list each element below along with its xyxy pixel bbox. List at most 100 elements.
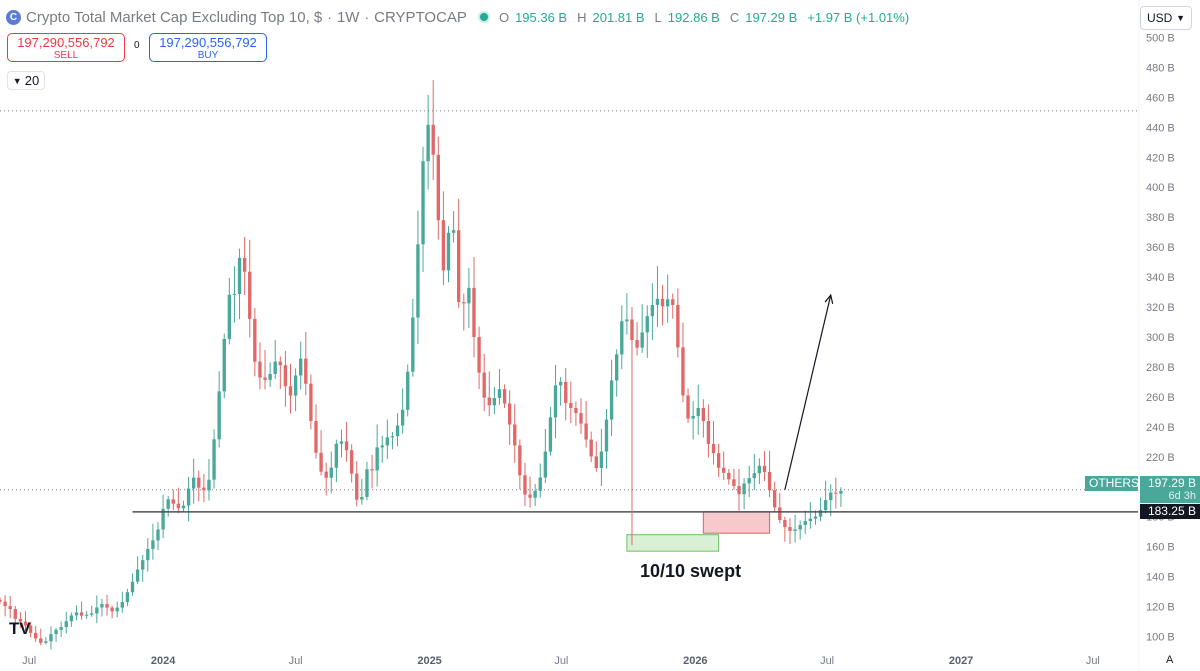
- sell-button[interactable]: 197,290,556,792 SELL: [7, 33, 125, 62]
- candle-down: [660, 298, 665, 307]
- y-tick-label: 100 B: [1146, 632, 1175, 644]
- symbol-title[interactable]: Crypto Total Market Cap Excluding Top 10…: [26, 8, 323, 26]
- candle-down: [681, 347, 685, 396]
- candle-down: [197, 477, 201, 488]
- candle-up: [207, 479, 211, 491]
- candle-up: [604, 419, 609, 452]
- candle-up: [339, 441, 344, 444]
- y-tick-label: 280 B: [1146, 362, 1175, 374]
- candle-down: [33, 632, 38, 639]
- candle-up: [538, 477, 542, 491]
- candle-down: [706, 421, 711, 444]
- candle-up: [665, 299, 670, 307]
- candle-up: [533, 490, 537, 498]
- candle-down: [248, 271, 252, 319]
- candle-up: [380, 445, 384, 448]
- candle-up: [390, 436, 395, 438]
- projection-arrow: [784, 294, 832, 490]
- indicator-toggle[interactable]: ▼ 20: [7, 71, 45, 90]
- high-key: H: [577, 9, 587, 25]
- candle-up: [747, 478, 751, 484]
- candle-up: [329, 467, 333, 478]
- candle-down: [314, 421, 318, 453]
- y-tick-label: 300 B: [1146, 332, 1175, 344]
- candle-up: [375, 447, 379, 471]
- y-tick-label: 460 B: [1146, 92, 1175, 104]
- auto-scale-button[interactable]: A: [1166, 654, 1174, 666]
- x-tick-label: Jul: [820, 655, 834, 667]
- candle-down: [732, 479, 736, 487]
- candle-up: [558, 381, 563, 386]
- tradingview-logo[interactable]: TV: [9, 619, 31, 638]
- indicator-value: 20: [24, 73, 40, 88]
- candle-down: [783, 520, 787, 528]
- candle-down: [584, 423, 588, 440]
- candle-down: [176, 503, 181, 509]
- candle-down: [319, 452, 323, 472]
- spread-value: 0: [134, 40, 140, 51]
- candle-up: [599, 451, 604, 469]
- candle-up: [416, 244, 420, 318]
- candle-up: [181, 505, 186, 509]
- candle-up: [161, 508, 165, 530]
- candle-down: [8, 606, 12, 610]
- candle-down: [579, 413, 583, 424]
- candle-up: [125, 592, 130, 603]
- candle-up: [548, 417, 553, 452]
- candle-up: [151, 540, 155, 549]
- candle-up: [803, 521, 807, 525]
- buy-button[interactable]: 197,290,556,792 BUY: [149, 33, 267, 62]
- candle-down: [324, 471, 328, 478]
- candle-down: [635, 340, 639, 348]
- zone-green: [626, 534, 720, 552]
- sell-label: SELL: [53, 50, 79, 61]
- candle-down: [242, 257, 247, 272]
- candle-down: [513, 424, 517, 446]
- annotation-label: 10/10 swept: [640, 561, 742, 581]
- currency-select[interactable]: USD ▼: [1140, 6, 1192, 30]
- change-value: +1.97 B (+1.01%): [807, 9, 910, 25]
- sell-price: 197,290,556,792: [17, 35, 115, 50]
- candle-down: [528, 494, 532, 498]
- candle-down: [23, 621, 28, 626]
- candle-down: [716, 453, 721, 468]
- candle-down: [105, 604, 109, 608]
- buy-label: BUY: [197, 50, 219, 61]
- close-key: C: [729, 9, 740, 25]
- candle-down: [13, 609, 17, 619]
- y-tick-label: 220 B: [1146, 452, 1175, 464]
- interval-label[interactable]: 1W: [336, 8, 360, 26]
- chevron-down-icon: ▼: [12, 75, 22, 86]
- candle-up: [293, 375, 298, 396]
- candle-down: [686, 395, 690, 419]
- low-value: 192.86 B: [667, 9, 720, 25]
- candle-up: [446, 232, 451, 271]
- candle-down: [767, 471, 772, 491]
- y-tick-label: 400 B: [1146, 182, 1175, 194]
- x-tick-label: 2027: [949, 655, 973, 667]
- candle-down: [737, 486, 741, 495]
- candle-up: [467, 287, 471, 304]
- candle-up: [232, 294, 237, 296]
- candle-down: [788, 527, 792, 531]
- candle-up: [808, 518, 813, 522]
- candle-down: [727, 472, 731, 480]
- symbol-header: C Crypto Total Market Cap Excluding Top …: [6, 7, 909, 27]
- x-tick-label: Jul: [1086, 655, 1100, 667]
- candle-down: [436, 154, 440, 221]
- candle-down: [472, 287, 476, 338]
- candle-up: [186, 488, 191, 506]
- candle-up: [64, 621, 68, 628]
- candle-up: [217, 391, 221, 440]
- candle-down: [278, 361, 282, 366]
- candle-down: [589, 439, 593, 457]
- candle-up: [742, 483, 746, 495]
- crypto-logo-icon: C: [6, 9, 21, 25]
- x-tick-label: Jul: [289, 655, 303, 667]
- y-tick-label: 140 B: [1146, 572, 1175, 584]
- candle-down: [507, 403, 512, 425]
- candle-down: [309, 383, 313, 422]
- candle-up: [268, 373, 272, 380]
- candle-down: [482, 372, 486, 398]
